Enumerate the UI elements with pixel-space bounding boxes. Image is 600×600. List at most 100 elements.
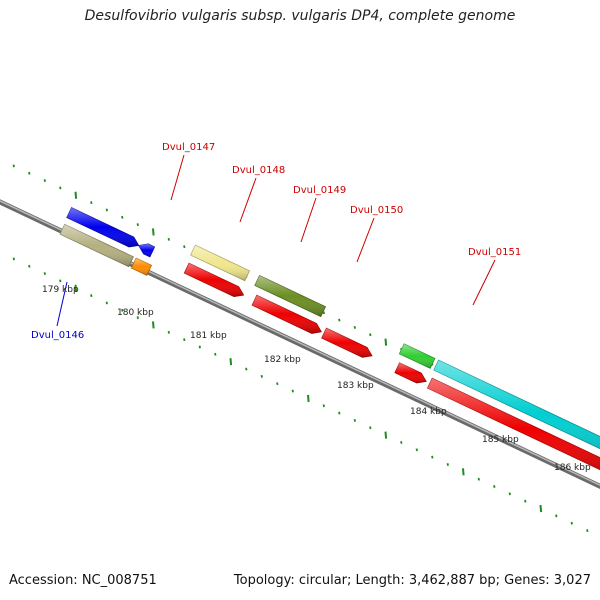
gene-label-dvul-0148[interactable]: Dvul_0148 (232, 165, 285, 176)
kbp-label: 186 kbp (554, 463, 591, 473)
feature-dvul-0149-cds[interactable] (321, 327, 373, 358)
kbp-label: 184 kbp (410, 407, 447, 417)
feature-dvul-0151-cyan-shade (433, 360, 600, 449)
feature-dvul-0151-cds-shade (427, 378, 600, 470)
gene-labels: Dvul_0146 Dvul_0147 Dvul_0148 Dvul_0149 … (31, 142, 521, 341)
minor-tick (167, 330, 170, 334)
leader-line (170, 154, 185, 201)
minor-tick (90, 201, 93, 205)
major-tick (152, 321, 155, 329)
minor-tick (198, 345, 201, 349)
feature-dvul-0150-green-shade (399, 343, 435, 369)
label-leader-lines (56, 154, 496, 327)
major-tick (307, 394, 310, 402)
feature-blue-left[interactable] (66, 207, 140, 248)
minor-tick (322, 404, 325, 408)
feature-dvul-0147-cds[interactable] (183, 262, 245, 298)
minor-tick (105, 301, 108, 305)
inner-tick-ring (12, 257, 589, 533)
gene-label-dvul-0149[interactable]: Dvul_0149 (293, 185, 346, 196)
leader-line (239, 177, 257, 223)
minor-tick (586, 529, 589, 533)
kbp-label: 185 kbp (482, 435, 519, 445)
minor-tick (446, 463, 449, 466)
minor-tick (353, 325, 356, 329)
minor-tick (105, 208, 108, 212)
minor-tick (415, 448, 418, 452)
feature-dvul-0148-cds[interactable] (251, 294, 322, 334)
minor-tick (524, 499, 527, 503)
minor-tick (167, 237, 170, 241)
gene-label-dvul-0151[interactable]: Dvul_0151 (468, 247, 521, 258)
kbp-labels: 179 kbp 180 kbp 181 kbp 182 kbp 183 kbp … (42, 285, 591, 473)
feature-dvul-0148-olive-shade (254, 275, 326, 317)
feature-blue-left-arrow-shade (138, 243, 155, 257)
minor-tick (431, 455, 434, 459)
gene-label-dvul-0147[interactable]: Dvul_0147 (162, 142, 215, 153)
minor-tick (12, 257, 15, 261)
major-tick (229, 358, 233, 366)
minor-tick (555, 514, 558, 518)
minor-tick (59, 279, 62, 283)
major-tick (384, 431, 388, 439)
minor-tick (136, 316, 139, 320)
minor-tick (183, 338, 186, 342)
minor-tick (90, 294, 93, 298)
feature-dvul-0151-cds[interactable] (426, 377, 600, 479)
feature-dvul-0149-cds-shade (321, 328, 372, 358)
feature-khaki-left-shade (60, 224, 134, 267)
minor-tick (400, 440, 403, 444)
leader-line (356, 217, 375, 263)
feature-dvul-0147-khaki-shade (190, 245, 250, 281)
kbp-label: 181 kbp (190, 331, 227, 341)
minor-tick (260, 374, 263, 378)
gene-label-dvul-0150[interactable]: Dvul_0150 (350, 205, 403, 216)
minor-tick (508, 492, 511, 496)
gene-label-dvul-0146[interactable]: Dvul_0146 (31, 330, 84, 341)
minor-tick (493, 485, 496, 488)
minor-tick (322, 311, 325, 315)
feature-dvul-0147-cds-shade (184, 263, 244, 297)
minor-tick (245, 367, 248, 371)
feature-dvul-0150-green[interactable] (398, 343, 436, 369)
minor-tick (477, 477, 480, 481)
feature-orange-left[interactable] (130, 257, 153, 276)
topology-text: Topology: circular; Length: 3,462,887 bp… (233, 573, 591, 588)
feature-dvul-0147-khaki[interactable] (190, 244, 251, 282)
minor-tick (12, 164, 15, 168)
feature-track (59, 207, 600, 479)
major-tick (152, 228, 155, 236)
accession-text: Accession: NC_008751 (9, 573, 157, 588)
minor-tick (291, 389, 294, 393)
minor-tick (43, 272, 46, 276)
major-tick (74, 284, 78, 292)
feature-khaki-left[interactable] (59, 223, 134, 268)
major-tick (74, 191, 78, 199)
kbp-label: 182 kbp (264, 355, 301, 365)
leader-line (56, 281, 68, 327)
kbp-label: 179 kbp (42, 285, 79, 295)
leader-line (300, 197, 317, 243)
minor-tick (369, 426, 372, 430)
minor-tick (28, 264, 31, 268)
minor-tick (28, 171, 31, 175)
feature-blue-left-arrow[interactable] (138, 243, 156, 258)
feature-dvul-0148-olive[interactable] (254, 274, 327, 318)
major-tick (462, 468, 465, 476)
minor-tick (121, 308, 124, 312)
minor-tick (353, 418, 356, 422)
kbp-label: 183 kbp (337, 381, 374, 391)
feature-dvul-0151-cyan[interactable] (433, 359, 600, 466)
minor-tick (59, 186, 62, 190)
minor-tick (136, 223, 139, 227)
minor-tick (338, 318, 341, 322)
minor-tick (214, 352, 217, 356)
feature-orange-left-shade (131, 258, 152, 276)
major-tick (539, 504, 543, 513)
kbp-label: 180 kbp (117, 308, 154, 318)
feature-dvul-0150-cds[interactable] (394, 362, 427, 384)
minor-tick (369, 333, 372, 337)
leader-line (472, 259, 496, 306)
feature-blue-left-shade (66, 207, 139, 247)
